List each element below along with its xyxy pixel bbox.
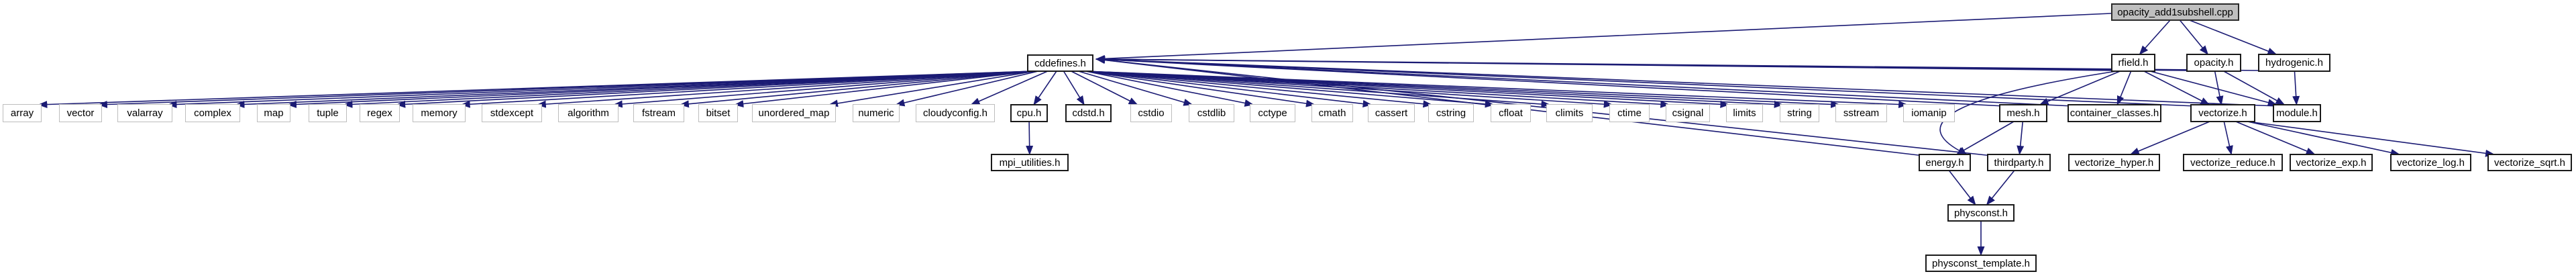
node-container-classes[interactable]: container_classes.h xyxy=(2068,104,2161,122)
node-module[interactable]: module.h xyxy=(2273,104,2321,122)
node-vectorize-sqrt[interactable]: vectorize_sqrt.h xyxy=(2487,154,2572,171)
node-memory: memory xyxy=(413,104,466,122)
node-cfloat: cfloat xyxy=(1491,104,1531,122)
node-physconst[interactable]: physconst.h xyxy=(1947,204,2015,222)
node-cstring: cstring xyxy=(1428,104,1474,122)
node-cstdlib: cstdlib xyxy=(1189,104,1234,122)
node-vectorize[interactable]: vectorize.h xyxy=(2190,104,2255,122)
node-cddefines[interactable]: cddefines.h xyxy=(1027,54,1093,72)
node-climits: climits xyxy=(1546,104,1593,122)
node-valarray: valarray xyxy=(117,104,172,122)
node-sstream: sstream xyxy=(1835,104,1887,122)
node-unordered-map: unordered_map xyxy=(752,104,836,122)
node-fstream: fstream xyxy=(633,104,684,122)
node-opacity[interactable]: opacity.h xyxy=(2186,54,2241,72)
node-iomanip: iomanip xyxy=(1903,104,1955,122)
node-complex: complex xyxy=(185,104,240,122)
node-physconst-template[interactable]: physconst_template.h xyxy=(1925,255,2037,272)
node-cmath: cmath xyxy=(1311,104,1353,122)
node-string: string xyxy=(1780,104,1819,122)
node-limits: limits xyxy=(1726,104,1763,122)
node-main: opacity_add1subshell.cpp xyxy=(2111,3,2239,21)
node-numeric: numeric xyxy=(853,104,900,122)
node-cstdio: cstdio xyxy=(1130,104,1172,122)
node-cassert: cassert xyxy=(1368,104,1415,122)
node-thirdparty[interactable]: thirdparty.h xyxy=(1987,154,2051,171)
node-mesh[interactable]: mesh.h xyxy=(1999,104,2047,122)
node-vectorize-hyper[interactable]: vectorize_hyper.h xyxy=(2068,154,2160,171)
node-cloudyconfig: cloudyconfig.h xyxy=(916,104,995,122)
node-energy[interactable]: energy.h xyxy=(1919,154,1971,171)
node-vector: vector xyxy=(59,104,102,122)
node-ctime: ctime xyxy=(1609,104,1650,122)
node-stdexcept: stdexcept xyxy=(482,104,542,122)
node-regex: regex xyxy=(360,104,400,122)
node-bitset: bitset xyxy=(698,104,738,122)
node-vectorize-reduce[interactable]: vectorize_reduce.h xyxy=(2183,154,2283,171)
node-csignal: csignal xyxy=(1666,104,1710,122)
node-vectorize-log[interactable]: vectorize_log.h xyxy=(2390,154,2471,171)
node-map: map xyxy=(257,104,290,122)
node-array: array xyxy=(3,104,42,122)
node-cpu[interactable]: cpu.h xyxy=(1010,104,1048,122)
node-cdstd[interactable]: cdstd.h xyxy=(1065,104,1112,122)
node-tuple: tuple xyxy=(309,104,347,122)
node-rfield[interactable]: rfield.h xyxy=(2111,54,2155,72)
node-algorithm: algorithm xyxy=(558,104,619,122)
node-mpi-utilities[interactable]: mpi_utilities.h xyxy=(991,154,1069,171)
node-hydrogenic[interactable]: hydrogenic.h xyxy=(2258,54,2330,72)
node-vectorize-exp[interactable]: vectorize_exp.h xyxy=(2290,154,2373,171)
node-cctype: cctype xyxy=(1250,104,1295,122)
